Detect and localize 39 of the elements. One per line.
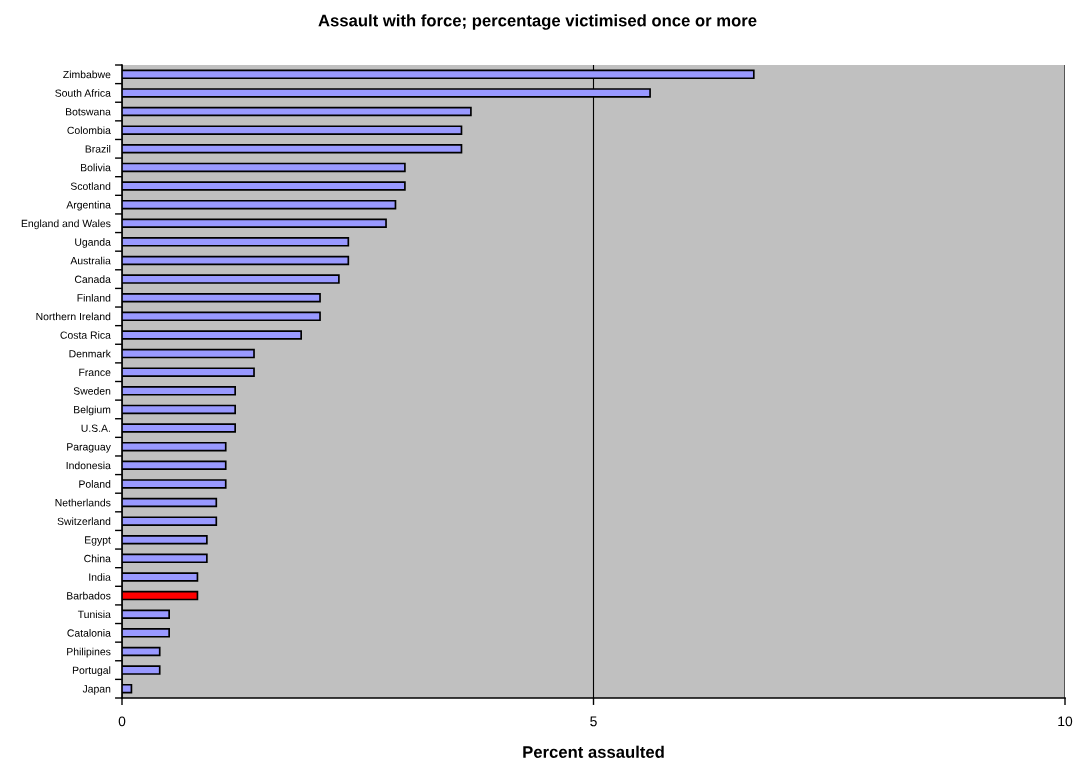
y-tick-label: Indonesia: [66, 461, 111, 470]
y-tick-label: Argentina: [66, 200, 111, 211]
y-tick-label: Philipines: [67, 647, 111, 658]
y-tick-label: France: [79, 368, 111, 377]
y-tick-label: Sweden: [73, 387, 111, 395]
y-tick-label: U.S.A.: [81, 424, 110, 432]
chart-title: Assault with force; percentage victimised once or more: [318, 14, 757, 30]
y-tick-label: Zimbabwe: [63, 70, 111, 79]
y-tick-label: Tunisia: [77, 610, 111, 619]
y-tick-label: Finland: [77, 293, 111, 302]
y-tick-label: Switzerland: [57, 517, 111, 526]
y-tick-label: Japan: [82, 685, 111, 695]
y-tick-label: Uganda: [75, 238, 111, 248]
y-tick-label: Paraguay: [67, 443, 111, 453]
y-tick-label: Portugal: [72, 666, 111, 677]
y-tick-label: Bolivia: [81, 163, 111, 172]
x-tick-label: 0: [118, 716, 126, 727]
y-tick-label: Northern Ireland: [36, 312, 111, 321]
y-tick-label: Australia: [70, 256, 111, 265]
y-tick-label: Brazil: [85, 145, 111, 153]
y-tick-label: Costa Rica: [60, 331, 111, 339]
y-tick-label: Scotland: [70, 182, 111, 190]
y-tick-label: Colombia: [67, 126, 111, 135]
y-tick-label: Netherlands: [55, 498, 111, 507]
x-tick-label: 10: [1058, 716, 1073, 727]
y-tick-label: Catalonia: [67, 629, 111, 637]
y-tick-label: Belgium: [74, 405, 111, 416]
y-tick-label: England and Wales: [21, 219, 111, 230]
y-tick-label: Poland: [79, 480, 111, 488]
x-tick-label: 5: [590, 716, 597, 727]
x-axis-title: Percent assaulted: [523, 745, 664, 758]
y-tick-label: Barbados: [67, 591, 111, 600]
y-tick-label: China: [84, 554, 111, 563]
y-tick-label: Botswana: [66, 108, 111, 116]
y-tick-label: Denmark: [69, 349, 111, 358]
y-tick-label: Canada: [74, 275, 111, 283]
y-tick-label: India: [89, 573, 111, 581]
y-tick-label: Egypt: [85, 536, 111, 546]
y-tick-label: South Africa: [55, 89, 111, 97]
